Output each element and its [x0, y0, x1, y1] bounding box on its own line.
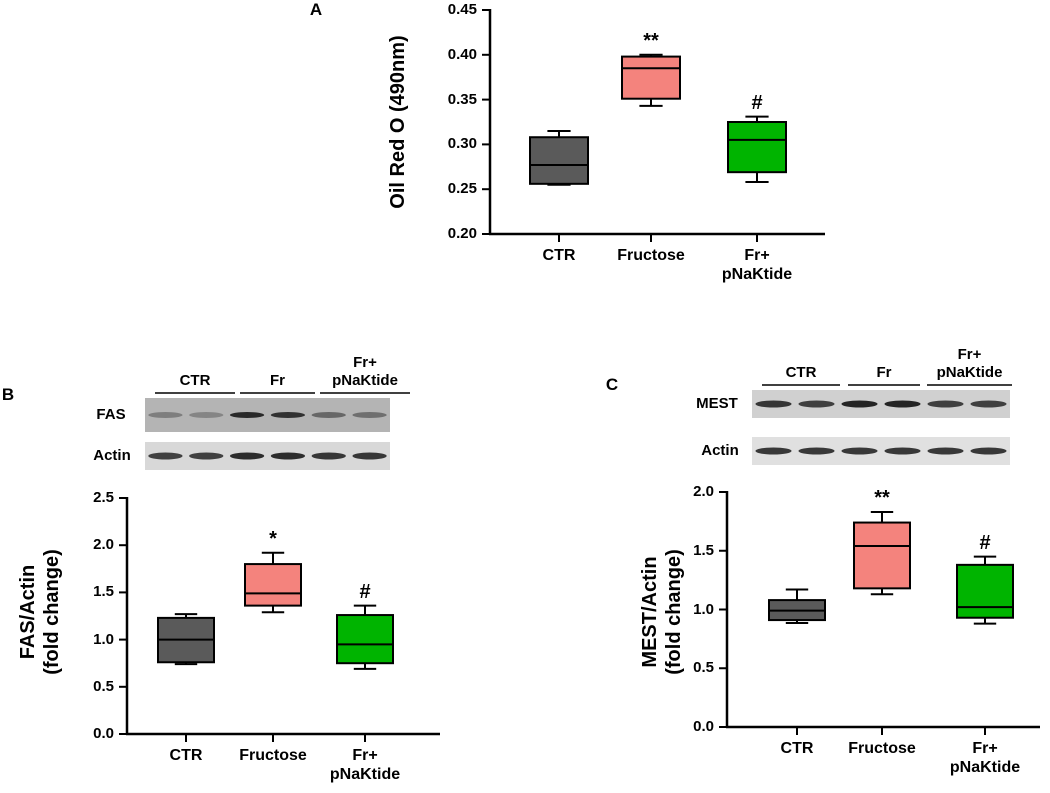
- box: [956, 563, 1014, 619]
- y-tick-label: 0.0: [693, 718, 714, 735]
- blot-band: [841, 400, 878, 408]
- blot-image: [752, 437, 1010, 465]
- blot-band: [148, 452, 183, 460]
- y-tick-label: 0.5: [93, 677, 114, 695]
- box: [853, 521, 911, 590]
- y-tick-label: 0.30: [447, 135, 477, 153]
- blot-band: [189, 412, 224, 418]
- blot-band: [841, 447, 878, 455]
- blot-band: [755, 400, 792, 408]
- x-tick-label: Fructose: [617, 247, 685, 264]
- box: [336, 614, 394, 665]
- blot-band: [352, 412, 387, 418]
- x-tick-label: CTR: [169, 747, 203, 764]
- panel-letter: A: [309, 0, 323, 19]
- y-tick-label: 0.35: [447, 90, 477, 108]
- y-tick-label: 2.5: [93, 489, 114, 506]
- box: [529, 136, 589, 185]
- y-tick-label: 0.0: [93, 725, 114, 742]
- y-tick-label: 1.5: [93, 583, 114, 601]
- blot-image: [145, 442, 390, 470]
- box: [621, 55, 681, 100]
- blot-band: [352, 452, 387, 460]
- y-axis-label: Oil Red O (490nm): [387, 35, 409, 209]
- significance-mark: #: [751, 91, 763, 114]
- significance-mark: #: [979, 531, 991, 554]
- y-axis-label: FAS/Actin (fold change): [17, 549, 63, 675]
- panel-letter: C: [605, 374, 619, 394]
- significance-mark: **: [874, 486, 890, 509]
- group-label: Fr+ pNaKtide: [936, 346, 1003, 381]
- blot-row-label: Actin: [701, 442, 739, 459]
- y-tick-label: 2.0: [93, 536, 114, 554]
- group-label: CTR: [179, 372, 211, 389]
- blot-band: [970, 400, 1007, 408]
- blot-band: [311, 452, 346, 460]
- blot-row-label: MEST: [696, 395, 738, 412]
- box: [244, 563, 302, 607]
- y-tick-label: 2.0: [693, 483, 714, 500]
- blot-row-label: Actin: [93, 447, 131, 464]
- blot-band: [189, 452, 224, 460]
- blot-band: [148, 412, 183, 418]
- x-tick-label: Fr+ pNaKtide: [721, 247, 793, 284]
- y-tick-label: 1.5: [693, 541, 714, 559]
- y-tick-label: 0.25: [447, 180, 477, 198]
- significance-mark: *: [269, 527, 277, 550]
- group-label: CTR: [785, 364, 817, 381]
- y-tick-label: 1.0: [93, 630, 114, 648]
- y-tick-label: 1.0: [693, 600, 714, 618]
- blot-band: [927, 400, 964, 408]
- blot-row-label: FAS: [96, 406, 126, 423]
- x-tick-label: Fructose: [848, 740, 916, 757]
- y-axis-label: MEST/Actin (fold change): [639, 549, 685, 675]
- group-label: Fr: [876, 364, 892, 381]
- x-tick-label: Fr+ pNaKtide: [949, 740, 1021, 777]
- blot-image: [145, 398, 390, 432]
- blot-band: [311, 412, 346, 418]
- blot-band: [798, 400, 835, 408]
- y-tick-label: 0.5: [693, 659, 714, 677]
- blot-band: [270, 452, 306, 460]
- blot-band: [229, 452, 265, 460]
- blot-band: [755, 447, 792, 455]
- y-tick-label: 0.45: [447, 1, 477, 18]
- box: [727, 121, 787, 174]
- blot-image: [752, 390, 1010, 418]
- y-tick-label: 0.20: [447, 225, 477, 242]
- blot-band: [884, 400, 921, 408]
- x-tick-label: Fr+ pNaKtide: [329, 747, 401, 784]
- x-tick-label: CTR: [542, 247, 576, 264]
- blot-band: [970, 447, 1007, 455]
- blot-band: [229, 412, 265, 418]
- blot-band: [927, 447, 964, 455]
- y-tick-label: 0.40: [447, 45, 477, 63]
- x-tick-label: CTR: [780, 740, 814, 757]
- blot-band: [884, 447, 921, 455]
- panel-letter: B: [1, 384, 15, 404]
- significance-mark: #: [359, 580, 371, 603]
- blot-band: [270, 412, 306, 418]
- group-label: Fr+ pNaKtide: [332, 354, 398, 389]
- blot-band: [798, 447, 835, 455]
- x-tick-label: Fructose: [239, 747, 307, 764]
- significance-mark: **: [643, 29, 659, 52]
- group-label: Fr: [270, 372, 285, 389]
